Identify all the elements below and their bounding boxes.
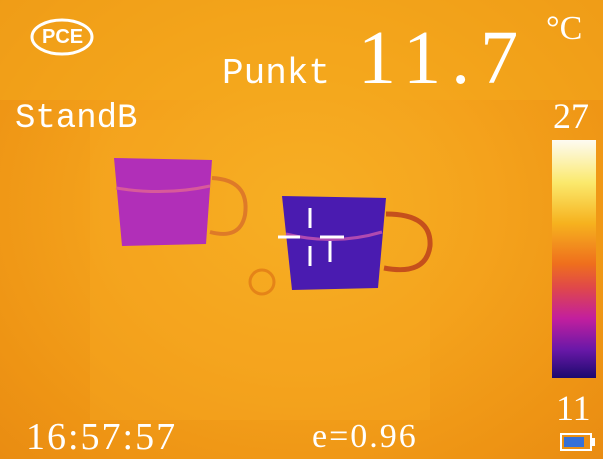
cup-left — [114, 158, 212, 246]
color-scale — [552, 140, 596, 378]
unit: °C — [546, 12, 582, 46]
reading: 11.7 — [358, 20, 528, 96]
scale-min: 11 — [556, 390, 591, 426]
time: 16:57:57 — [26, 418, 177, 456]
palette-label: StandB — [15, 102, 137, 136]
cup-right — [282, 196, 386, 290]
scale-max: 27 — [553, 98, 589, 134]
battery-level — [564, 437, 584, 447]
battery-tip — [591, 438, 595, 446]
thermal-screen: PCE Punkt 11.7 °C StandB 27 11 16:57:57 … — [0, 0, 603, 459]
mode-label: Punkt — [222, 56, 330, 92]
logo: PCE — [42, 27, 83, 47]
emissivity: e=0.96 — [312, 420, 418, 454]
